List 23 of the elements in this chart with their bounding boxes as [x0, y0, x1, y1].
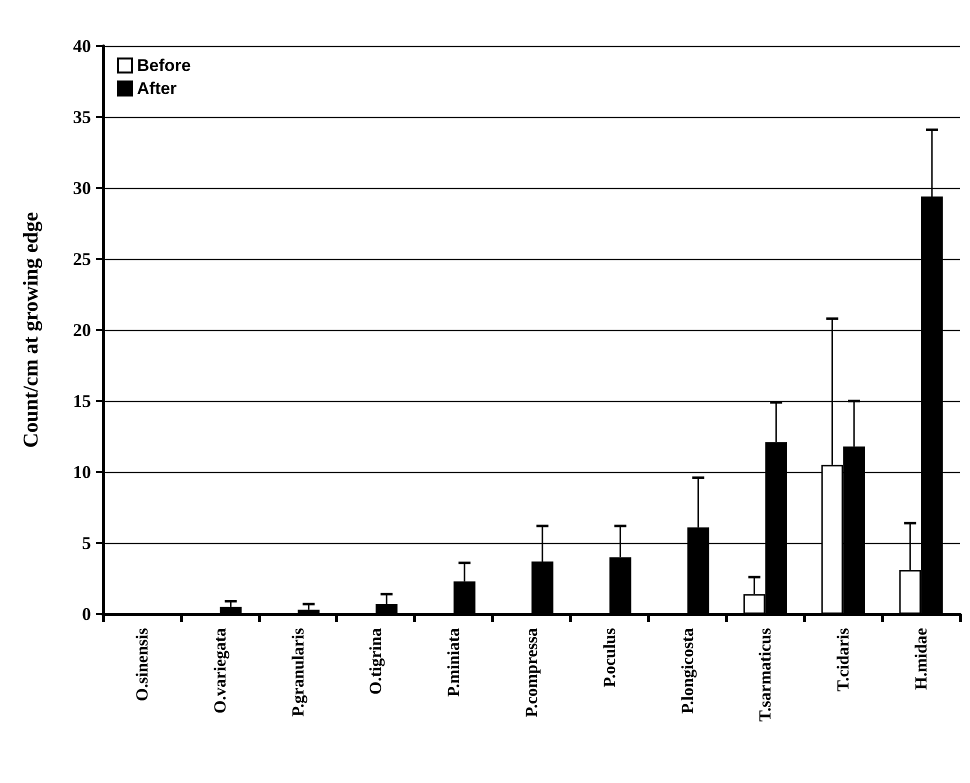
y-tick-label: 40	[73, 36, 91, 56]
x-tick-label: O.sinensis	[132, 628, 152, 702]
x-tick-label: O.variegata	[210, 628, 230, 714]
y-tick-label: 0	[82, 604, 91, 624]
y-tick-label: 10	[73, 462, 91, 482]
x-tick-label: P.granularis	[288, 628, 308, 717]
x-tick-label: P.miniata	[444, 628, 464, 697]
x-tick-label: P.compressa	[522, 628, 541, 718]
y-tick-label: 15	[73, 391, 91, 411]
y-tick-label: 35	[73, 107, 91, 127]
legend-label: Before	[137, 56, 191, 75]
y-axis-title: Count/cm at growing edge	[18, 212, 42, 448]
y-tick-label: 25	[73, 249, 91, 269]
x-tick-label: T.cidaris	[834, 628, 853, 692]
y-tick-label: 5	[82, 533, 91, 553]
x-tick-label: P.oculus	[600, 628, 619, 688]
x-tick-label: T.sarmaticus	[756, 628, 775, 722]
x-tick-label: O.tigrina	[366, 628, 386, 695]
y-tick-label: 20	[73, 320, 91, 340]
x-tick-label: P.longicosta	[678, 628, 697, 714]
y-tick-label: 30	[73, 178, 91, 198]
x-tick-label: H.midae	[912, 628, 931, 690]
legend-label: After	[137, 79, 178, 98]
